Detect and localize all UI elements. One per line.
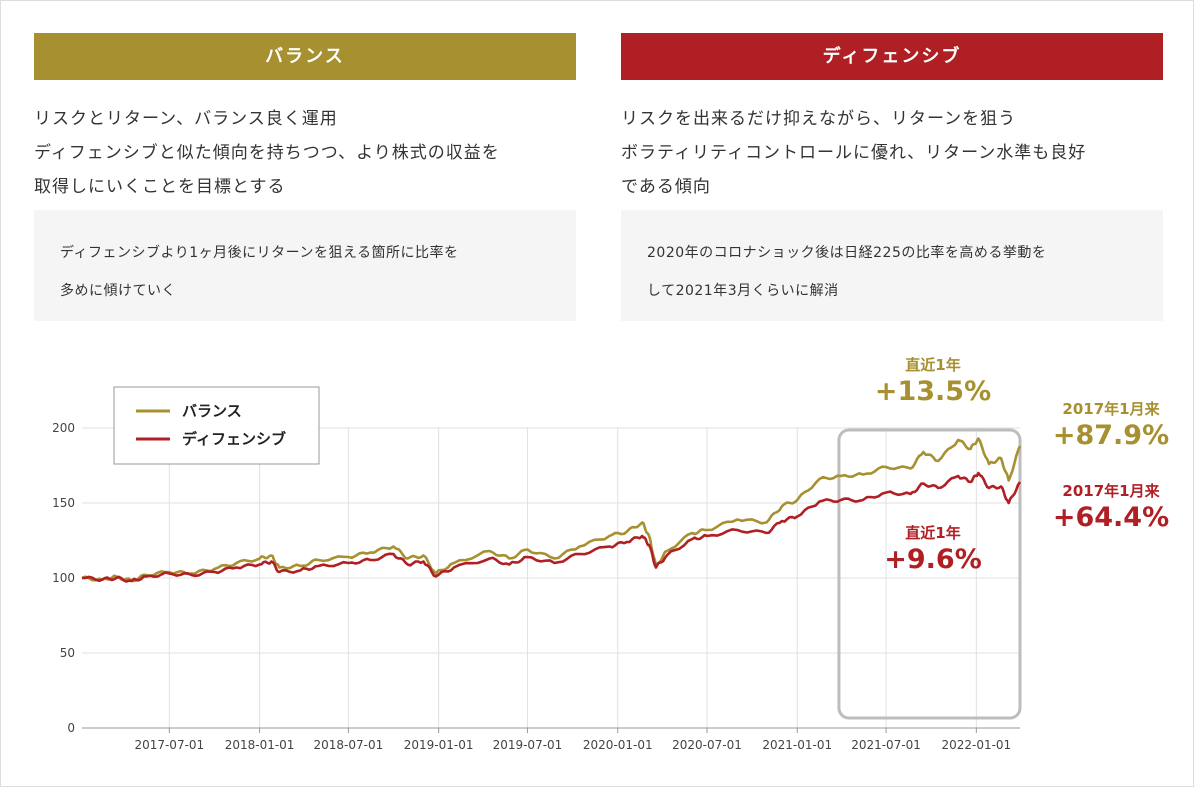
x-tick-label: 2018-01-01 [225,738,295,752]
legend: バランス ディフェンシブ [113,386,320,465]
balance-recent-label: 直近1年 [905,356,961,374]
balance-recent-value: +13.5% [874,376,992,407]
x-tick-label: 2021-01-01 [762,738,832,752]
performance-line-chart: 0 50 100 150 200 2017-07-01 2018-01-01 2018-07-… [52,386,1022,752]
panel-defensive-title: ディフェンシブ [621,33,1163,80]
panel-balance: バランス リスクとリターン、バランス良く運用 ディフェンシブと似た傾向を持ちつつ… [34,33,576,321]
defensive-total-value: +64.4% [1052,502,1170,533]
series [81,437,1022,583]
x-tick-label: 2020-07-01 [672,738,742,752]
x-tick-label: 2018-07-01 [314,738,384,752]
x-tick-label: 2020-01-01 [583,738,653,752]
note-line: ディフェンシブより1ヶ月後にリターンを狙える箇所に比率を [60,245,459,261]
balance-recent-year-annotation: 直近1年 +13.5% [858,354,1008,409]
panel-defensive-note: 2020年のコロナショック後は日経225の比率を高める挙動を して2021年3月… [621,210,1163,321]
x-tick-label: 2022-01-01 [941,738,1011,752]
y-tick-label: 0 [67,721,75,735]
note-line: して2021年3月くらいに解消 [647,283,839,299]
x-tick-label: 2017-07-01 [134,738,204,752]
description-line: リスクとリターン、バランス良く運用 [34,109,338,129]
panel-balance-description: リスクとリターン、バランス良く運用 ディフェンシブと似た傾向を持ちつつ、より株式… [34,102,576,204]
y-tick-label: 100 [52,571,75,585]
defensive-since-2017-annotation: 2017年1月来 +64.4% [1036,480,1186,535]
description-line: ボラティリティコントロールに優れ、リターン水準も良好 [621,143,1087,163]
axes: 0 50 100 150 200 2017-07-01 2018-01-01 2018-07-… [52,421,1020,752]
balance-total-value: +87.9% [1052,420,1170,451]
x-tick-label: 2019-01-01 [404,738,474,752]
description-line: 取得しにいくことを目標とする [34,177,286,197]
defensive-line [82,471,1022,583]
panel-balance-note: ディフェンシブより1ヶ月後にリターンを狙える箇所に比率を 多めに傾けていく [34,210,576,321]
balance-total-label: 2017年1月来 [1062,400,1160,418]
defensive-total-label: 2017年1月来 [1062,482,1160,500]
panel-defensive: ディフェンシブ リスクを出来るだけ抑えながら、リターンを狙う ボラティリティコン… [621,33,1163,321]
recent-year-highlight-box [837,428,1022,720]
description-line: である傾向 [621,177,711,197]
balance-line [81,437,1022,583]
x-tick-label: 2019-07-01 [493,738,563,752]
y-tick-label: 150 [52,496,75,510]
defensive-recent-label: 直近1年 [905,524,961,542]
legend-balance-label: バランス [182,402,242,420]
y-tick-label: 50 [60,646,75,660]
y-tick-label: 200 [52,421,75,435]
legend-defensive-label: ディフェンシブ [182,430,286,448]
defensive-recent-year-annotation: 直近1年 +9.6% [858,522,1008,577]
note-line: 2020年のコロナショック後は日経225の比率を高める挙動を [647,245,1047,261]
note-line: 多めに傾けていく [60,283,176,299]
grid [82,427,1020,729]
panel-balance-title: バランス [34,33,576,80]
balance-since-2017-annotation: 2017年1月来 +87.9% [1036,398,1186,453]
panel-defensive-description: リスクを出来るだけ抑えながら、リターンを狙う ボラティリティコントロールに優れ、… [621,102,1163,204]
defensive-recent-value: +9.6% [884,544,982,575]
description-line: リスクを出来るだけ抑えながら、リターンを狙う [621,109,1017,129]
description-line: ディフェンシブと似た傾向を持ちつつ、より株式の収益を [34,143,500,163]
x-tick-label: 2021-07-01 [851,738,921,752]
legend-box [113,386,320,465]
